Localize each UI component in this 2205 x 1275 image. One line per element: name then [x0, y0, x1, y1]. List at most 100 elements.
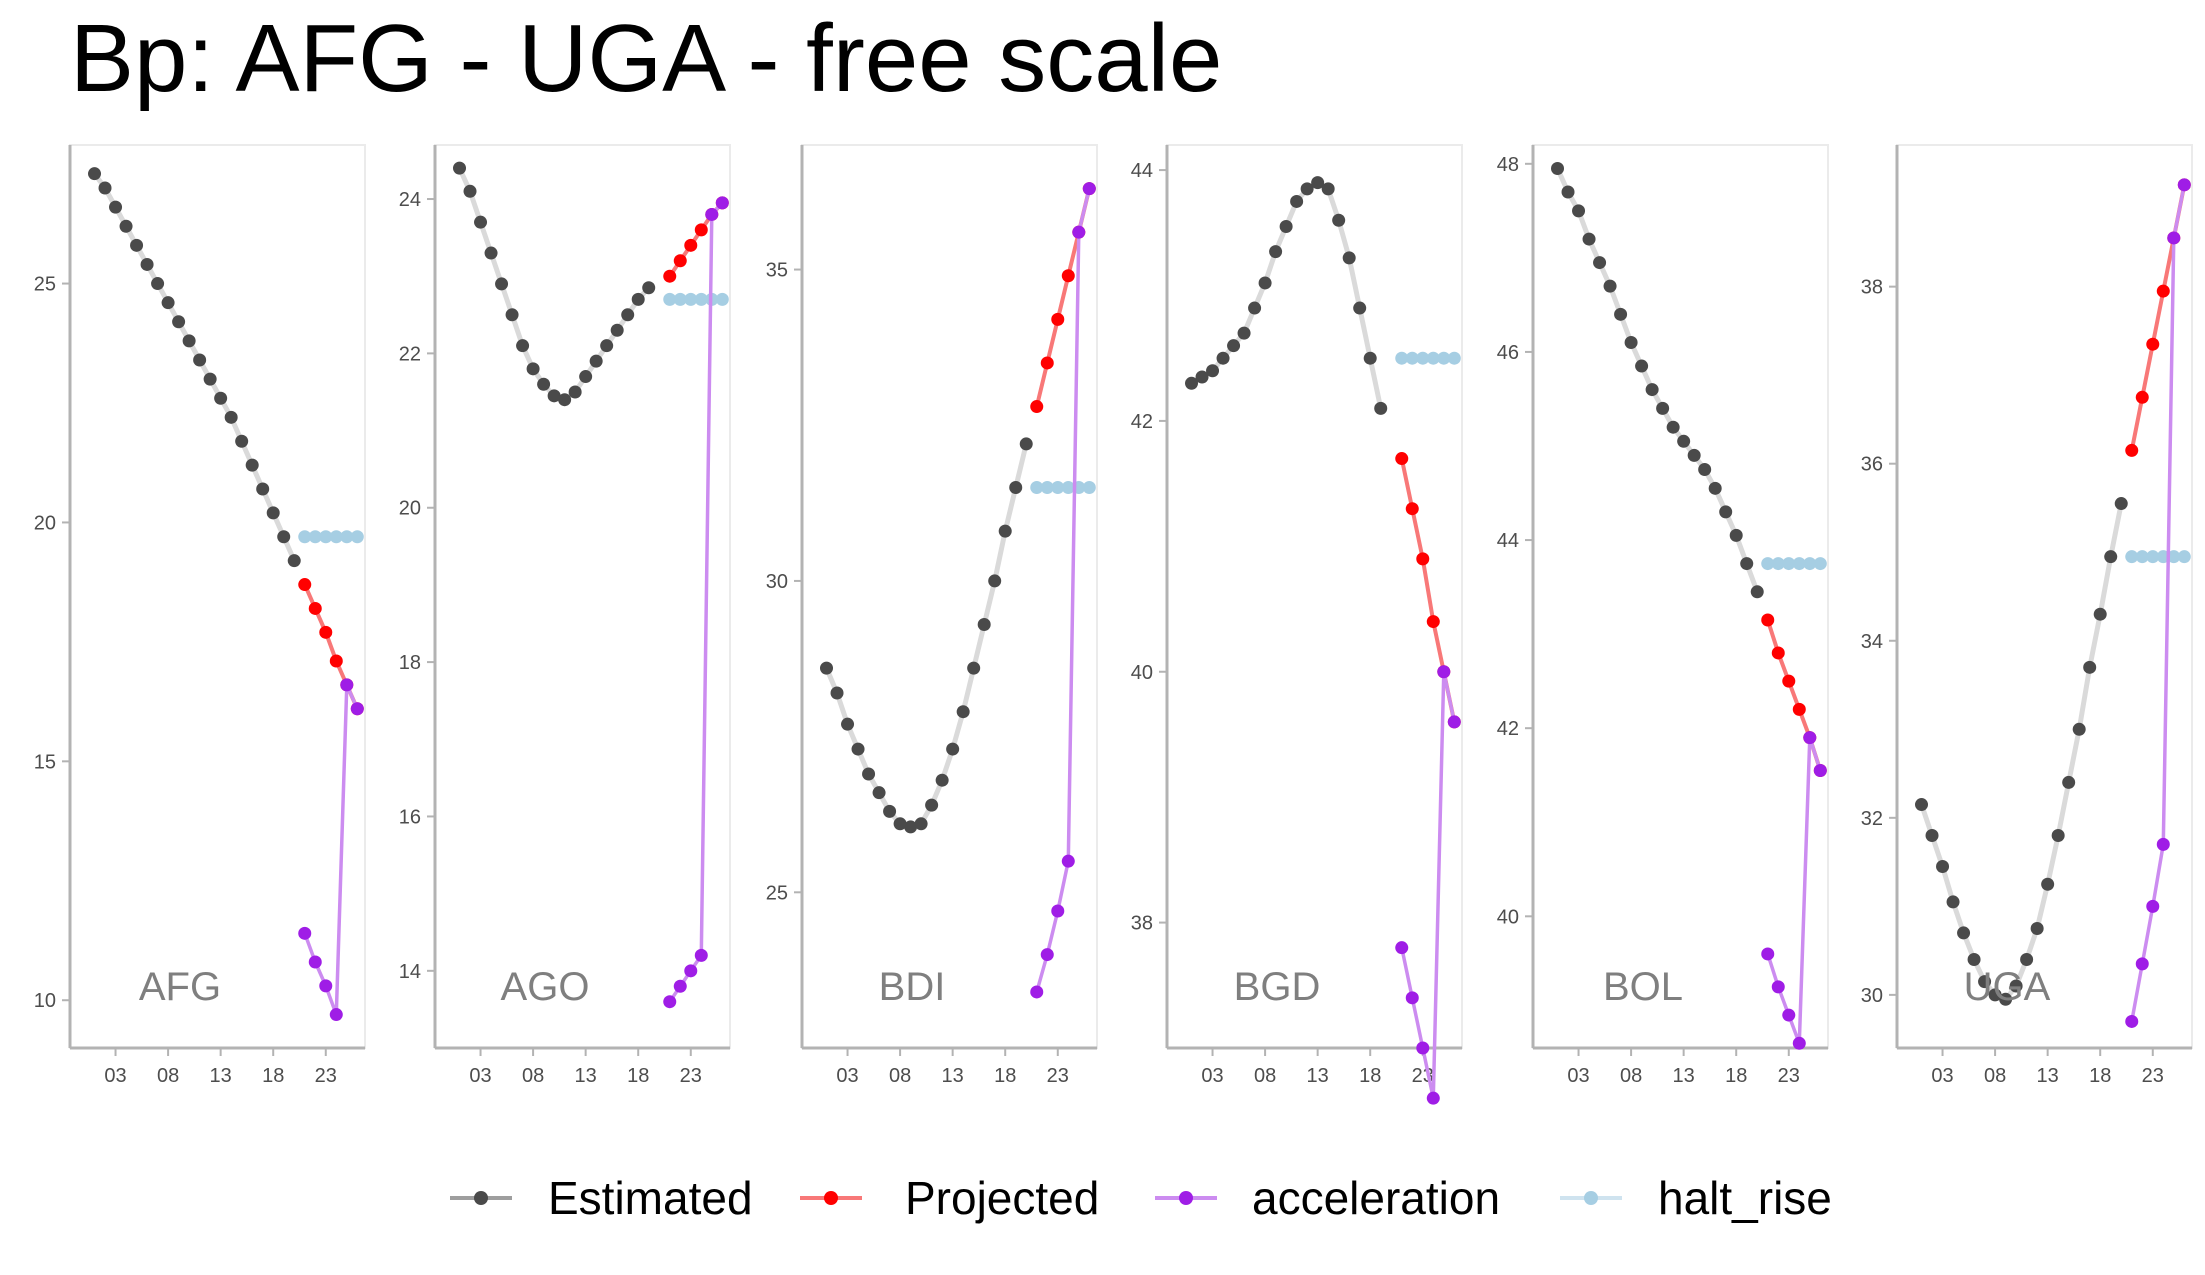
acceleration-point [350, 702, 364, 716]
estimated-point [1582, 232, 1596, 246]
y-tick-label: 25 [766, 882, 788, 904]
y-tick-label: 24 [399, 189, 421, 211]
estimated-point [182, 334, 196, 348]
x-tick-label: 08 [889, 1065, 911, 1087]
halt-rise-point [1437, 351, 1451, 365]
estimated-point [1635, 359, 1649, 373]
facet-panel-afg: 10 15 20 25 03 08 13 18 23 AFG [34, 144, 366, 1087]
acceleration-point [2125, 1014, 2139, 1028]
x-tick-label: 18 [1359, 1065, 1381, 1087]
x-tick-label: 18 [627, 1065, 649, 1087]
acceleration-line [2130, 184, 2187, 1022]
estimated-point [579, 370, 593, 384]
estimated-point [914, 817, 928, 831]
projected-point [1426, 615, 1440, 629]
facet-label-uga: UGA [1964, 965, 2051, 1009]
acceleration-line [668, 201, 724, 1003]
y-tick-label: 44 [1131, 160, 1153, 182]
estimated-point [1656, 401, 1670, 415]
projected-point [319, 625, 333, 639]
estimated-point [1269, 245, 1283, 259]
acceleration-point [2167, 231, 2181, 245]
y-tick-label: 10 [34, 990, 56, 1012]
halt-rise-point [2167, 550, 2181, 564]
estimated-point [235, 434, 249, 448]
panel-border [1896, 144, 2193, 1049]
acceleration-point [1761, 947, 1775, 961]
estimated-point [463, 184, 477, 198]
x-tick-label: 03 [1567, 1065, 1589, 1087]
estimated-point [998, 524, 1012, 538]
x-tick-label: 13 [1307, 1065, 1329, 1087]
estimated-point [88, 167, 102, 181]
estimated-point [1915, 798, 1929, 812]
estimated-point [203, 372, 217, 386]
acceleration-point [684, 964, 698, 978]
estimated-point [568, 385, 582, 399]
acceleration-point [1072, 225, 1086, 239]
estimated-point [2104, 550, 2118, 564]
x-tick-label: 13 [942, 1065, 964, 1087]
y-tick-label: 40 [1497, 906, 1519, 928]
halt-rise-point [694, 292, 708, 306]
x-tick-label: 18 [1725, 1065, 1747, 1087]
estimated-point [245, 458, 259, 472]
estimated-point [495, 277, 509, 291]
estimated-point [193, 353, 207, 367]
projected-point [2125, 443, 2139, 457]
halt-rise-point [340, 530, 354, 544]
estimated-point [872, 786, 886, 800]
estimated-point [1645, 383, 1659, 397]
estimated-point [904, 820, 918, 834]
estimated-point [1009, 481, 1023, 495]
halt-rise-point [1761, 557, 1775, 571]
estimated-point [98, 181, 112, 195]
x-tick-label: 08 [1254, 1065, 1276, 1087]
estimated-point [1311, 176, 1325, 190]
estimated-point [1593, 256, 1607, 270]
x-tick-label: 13 [1673, 1065, 1695, 1087]
estimated-point [119, 219, 133, 233]
acceleration-point [715, 196, 729, 210]
y-tick-label: 40 [1131, 662, 1153, 684]
halt-rise-point [1051, 481, 1065, 495]
facet-label-ago: AGO [501, 965, 590, 1009]
estimated-point [1957, 926, 1971, 940]
estimated-point [1237, 326, 1251, 340]
x-tick-label: 23 [315, 1065, 337, 1087]
estimated-point [893, 817, 907, 831]
estimated-point [841, 717, 855, 731]
halt-rise-point [1082, 481, 1096, 495]
acceleration-point [329, 1008, 343, 1022]
facet-label-afg: AFG [139, 965, 221, 1009]
estimated-point [224, 410, 238, 424]
legend-label-estimated: Estimated [548, 1172, 753, 1224]
x-tick-label: 23 [2142, 1065, 2164, 1087]
estimated-point [1258, 276, 1272, 290]
projected-point [1405, 502, 1419, 516]
estimated-point [610, 323, 624, 337]
estimated-point [1614, 307, 1628, 321]
estimated-point [2062, 775, 2076, 789]
x-tick-label: 03 [1931, 1065, 1953, 1087]
halt-rise-point [1061, 481, 1075, 495]
projected-point [1030, 400, 1044, 414]
x-tick-label: 18 [994, 1065, 1016, 1087]
y-tick-label: 30 [766, 571, 788, 593]
halt-rise-point [1030, 481, 1044, 495]
legend-label-acceleration: acceleration [1252, 1172, 1500, 1224]
y-tick-label: 42 [1497, 718, 1519, 740]
acceleration-line [1766, 735, 1822, 1046]
estimated-point [1551, 162, 1565, 176]
estimated-point [537, 377, 551, 391]
projected-point [1395, 452, 1409, 466]
x-tick-label: 08 [1620, 1065, 1642, 1087]
panel-border [434, 144, 731, 1049]
x-tick-label: 08 [1984, 1065, 2006, 1087]
halt-rise-point [2125, 550, 2139, 564]
estimated-point [1729, 528, 1743, 542]
acceleration-point [1771, 980, 1785, 994]
legend: Estimated Projected acceleration halt_rise [450, 1172, 1832, 1224]
projected-point [2135, 390, 2149, 404]
x-tick-label: 18 [2089, 1065, 2111, 1087]
